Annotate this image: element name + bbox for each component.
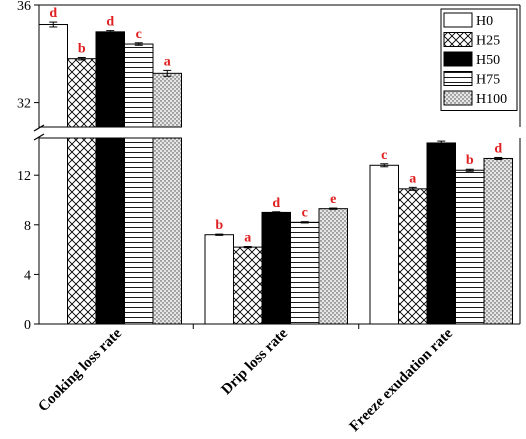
- significance-letter: d: [106, 15, 114, 30]
- significance-letter: b: [78, 41, 86, 56]
- y-tick-label: 8: [24, 219, 31, 234]
- x-category-label: Drip loss rate: [218, 325, 291, 398]
- bar: [95, 31, 125, 128]
- bar: [67, 58, 97, 128]
- significance-letter: a: [164, 54, 171, 69]
- bar: [124, 137, 154, 325]
- significance-letter: d: [49, 6, 57, 21]
- y-tick-label: 36: [17, 0, 31, 14]
- axis-break-mark: [33, 124, 45, 132]
- significance-letter: c: [136, 27, 142, 42]
- bar: [152, 137, 182, 325]
- legend: H0 H25 H50 H75 H100: [440, 8, 518, 111]
- bar: [290, 221, 320, 325]
- y-tick-label: 4: [24, 268, 31, 283]
- bar: [233, 246, 263, 325]
- significance-letter: e: [330, 192, 336, 207]
- legend-label: H75: [476, 73, 500, 88]
- significance-letter: a: [409, 171, 416, 186]
- bar: [318, 208, 348, 325]
- bar: [455, 169, 485, 325]
- y-tick-label: 32: [17, 97, 31, 112]
- x-category-label: Freeze exudation rate: [347, 325, 457, 435]
- bar: [426, 142, 456, 325]
- bar: [67, 137, 97, 325]
- bar: [95, 137, 125, 325]
- significance-letter: d: [494, 141, 502, 156]
- bar: [369, 164, 399, 325]
- axis-break-gap: [27, 128, 520, 137]
- legend-swatch: [443, 32, 473, 47]
- bar: [124, 43, 154, 128]
- bar: [204, 234, 234, 325]
- plot-area: dbdcabadcecaebd: [38, 6, 513, 325]
- legend-swatch: [443, 71, 473, 86]
- bar: [38, 24, 68, 128]
- significance-letter: b: [466, 153, 474, 168]
- y-tick-label: 12: [17, 169, 31, 184]
- significance-letter: c: [381, 148, 387, 163]
- x-category-label: Cooking loss rate: [35, 325, 125, 415]
- legend-label: H100: [476, 92, 507, 107]
- legend-label: H0: [476, 14, 493, 29]
- significance-letter: c: [302, 206, 308, 221]
- legend-swatch: [443, 12, 473, 28]
- legend-swatch: [443, 90, 473, 106]
- bar: [398, 188, 428, 325]
- bar: [152, 72, 182, 128]
- axis-break-mark: [33, 133, 45, 141]
- y-tick-label: 0: [24, 318, 31, 333]
- bar: [38, 137, 68, 325]
- significance-letter: d: [272, 196, 280, 211]
- significance-letter: b: [215, 218, 223, 233]
- significance-letter: a: [244, 231, 251, 246]
- bar: [483, 157, 513, 325]
- legend-label: H25: [476, 34, 500, 49]
- legend-swatch: [443, 51, 473, 67]
- bar: [261, 211, 291, 325]
- legend-label: H50: [476, 53, 500, 68]
